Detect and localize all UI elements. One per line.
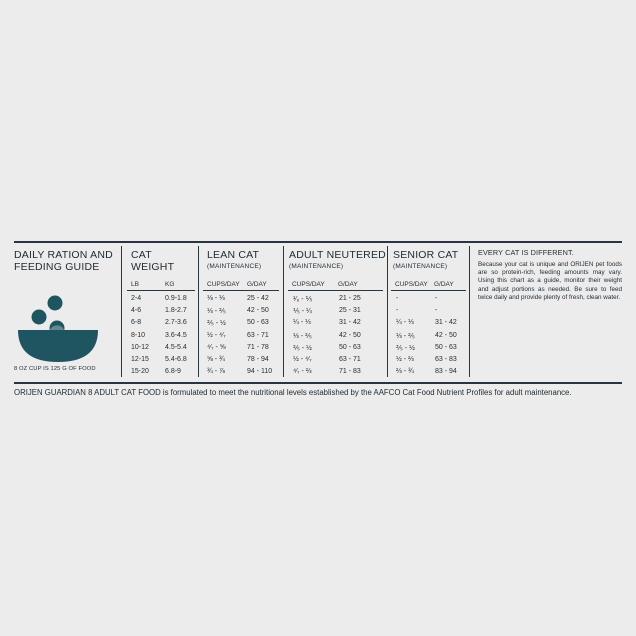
footer-statement: ORIJEN GUARDIAN 8 ADULT CAT FOOD is form… — [14, 388, 572, 397]
cell-lean-g: 94 - 110 — [247, 368, 273, 376]
weight-title-line2: WEIGHT — [131, 261, 175, 273]
cell-lean-cups: ¾ - ⅞ — [207, 368, 225, 376]
cell-kg: 5.4-6.8 — [165, 356, 187, 363]
cell-kg: 3.6-4.5 — [165, 331, 187, 339]
cell-neutered-cups: ⅖ - ½ — [293, 344, 312, 352]
cell-kg: 2.7-3.6 — [165, 319, 187, 327]
cell-senior-g: - — [435, 295, 438, 302]
kibble-1 — [47, 295, 63, 311]
cell-lean-cups: ⅛ - ⅓ — [207, 295, 225, 302]
note-title: EVERY CAT IS DIFFERENT. — [478, 248, 574, 257]
cell-lean-g: 25 - 42 — [247, 295, 269, 302]
lean-subtitle: (MAINTENANCE) — [207, 263, 262, 270]
separator-1 — [121, 246, 122, 377]
neutered-title: ADULT NEUTERED — [289, 249, 386, 261]
lean-title: LEAN CAT — [207, 249, 260, 261]
separator-4 — [387, 246, 388, 377]
separator-3 — [283, 246, 284, 377]
cell-senior-cups: ⅖ - ½ — [396, 344, 415, 352]
kibble-2 — [31, 309, 47, 325]
cell-kg: 4.5-5.4 — [165, 343, 187, 351]
cell-neutered-g: 50 - 63 — [339, 343, 361, 351]
senior-title: SENIOR CAT — [393, 249, 459, 261]
guide-title: DAILY RATION AND FEEDING GUIDE — [14, 249, 113, 273]
senior-subtitle: (MAINTENANCE) — [393, 263, 448, 270]
lean-header-rule — [203, 290, 279, 291]
cell-senior-g: 42 - 50 — [435, 331, 457, 339]
lean-col-cups: CUPS/DAY — [207, 281, 240, 288]
cell-lb: 15-20 — [131, 368, 149, 376]
cell-senior-g: - — [435, 307, 438, 315]
cell-lean-cups: ⅖ - ½ — [207, 320, 226, 328]
guide-title-line2: FEEDING GUIDE — [14, 261, 100, 273]
weight-title-line1: CAT — [131, 249, 152, 261]
cell-lean-g: 42 - 50 — [247, 307, 269, 315]
senior-header-rule — [391, 290, 466, 291]
lean-col-g: G/DAY — [247, 281, 267, 288]
cell-lean-cups: ⁴⁄₇ - ⅝ — [207, 343, 226, 351]
cell-neutered-cups: ⅓ - ⅖ — [293, 332, 312, 340]
cell-neutered-cups: ⅕ - ¼ — [293, 308, 312, 316]
cell-kg: 1.8-2.7 — [165, 307, 187, 315]
cell-neutered-cups: ¼ - ⅓ — [293, 319, 311, 327]
cell-neutered-g: 25 - 31 — [339, 307, 361, 315]
cell-lean-cups: ⅓ - ⅖ — [207, 308, 226, 316]
cell-senior-cups: - — [396, 295, 399, 302]
neutered-col-cups: CUPS/DAY — [292, 281, 325, 288]
senior-col-g: G/DAY — [434, 281, 454, 288]
food-bowl-icon — [18, 295, 98, 362]
note-body: Because your cat is unique and ORIJEN pe… — [478, 261, 622, 301]
col-lb: LB — [131, 281, 139, 288]
cell-neutered-g: 21 - 25 — [339, 295, 361, 302]
cell-lean-g: 50 - 63 — [247, 319, 269, 327]
cell-lean-cups: ½ - ⁴⁄₇ — [207, 331, 226, 339]
neutered-col-g: G/DAY — [338, 281, 358, 288]
cell-neutered-g: 71 - 83 — [339, 368, 361, 376]
cell-lean-g: 71 - 78 — [247, 343, 269, 351]
senior-col-cups: CUPS/DAY — [395, 281, 428, 288]
cell-kg: 6.8-9 — [165, 368, 181, 376]
cell-neutered-g: 31 - 42 — [339, 319, 361, 327]
cell-neutered-cups: ¹⁄₆ - ⅕ — [293, 296, 313, 303]
cell-senior-g: 63 - 83 — [435, 356, 457, 363]
weight-header-rule — [127, 290, 195, 291]
cell-senior-g: 50 - 63 — [435, 343, 457, 351]
top-rule — [14, 241, 622, 243]
cell-senior-cups: ⅔ - ¾ — [396, 368, 414, 376]
cell-lean-g: 63 - 71 — [247, 331, 269, 339]
cell-kg: 0.9-1.8 — [165, 295, 187, 302]
separator-2 — [198, 246, 199, 377]
neutered-subtitle: (MAINTENANCE) — [289, 263, 344, 270]
cell-lb: 2-4 — [131, 295, 142, 302]
cell-senior-g: 83 - 94 — [435, 368, 457, 376]
cell-neutered-cups: ½ - ⁴⁄₇ — [293, 356, 312, 363]
cell-neutered-g: 63 - 71 — [339, 356, 361, 363]
cell-neutered-g: 42 - 50 — [339, 331, 361, 339]
neutered-header-rule — [288, 290, 383, 291]
guide-title-line1: DAILY RATION AND — [14, 249, 113, 261]
bottom-rule — [14, 382, 622, 384]
col-kg: KG — [165, 281, 175, 288]
bowl-body — [18, 330, 98, 362]
cell-senior-cups: ⅓ - ⅖ — [396, 332, 415, 340]
cell-senior-g: 31 - 42 — [435, 319, 457, 327]
cell-lb: 12-15 — [131, 356, 149, 363]
kibble-cutout — [50, 325, 64, 330]
cell-senior-cups: ½ - ⅔ — [396, 356, 414, 363]
cell-lean-g: 78 - 94 — [247, 356, 269, 363]
cell-neutered-cups: ⁴⁄₇ - ⅔ — [293, 368, 312, 376]
cell-lb: 8-10 — [131, 331, 146, 339]
bowl-caption: 8 OZ CUP IS 125 G OF FOOD — [14, 366, 96, 372]
cell-senior-cups: ¼ - ⅓ — [396, 319, 414, 327]
cell-lb: 10-12 — [131, 343, 149, 351]
cell-lb: 4-6 — [131, 307, 142, 315]
weight-title: CAT WEIGHT — [131, 249, 174, 273]
cell-lb: 6-8 — [131, 319, 142, 327]
cell-lean-cups: ⅝ - ¾ — [207, 356, 225, 363]
cell-senior-cups: - — [396, 307, 399, 315]
separator-5 — [469, 246, 470, 377]
